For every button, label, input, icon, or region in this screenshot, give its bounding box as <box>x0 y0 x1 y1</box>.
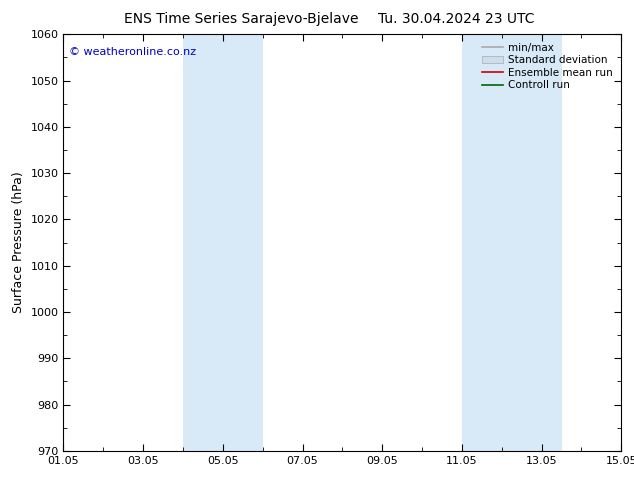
Bar <box>462 34 562 451</box>
Bar <box>183 34 262 451</box>
Text: ENS Time Series Sarajevo-Bjelave: ENS Time Series Sarajevo-Bjelave <box>124 12 358 26</box>
Y-axis label: Surface Pressure (hPa): Surface Pressure (hPa) <box>12 172 25 314</box>
Text: Tu. 30.04.2024 23 UTC: Tu. 30.04.2024 23 UTC <box>378 12 534 26</box>
Legend: min/max, Standard deviation, Ensemble mean run, Controll run: min/max, Standard deviation, Ensemble me… <box>479 40 616 94</box>
Text: © weatheronline.co.nz: © weatheronline.co.nz <box>69 47 196 57</box>
